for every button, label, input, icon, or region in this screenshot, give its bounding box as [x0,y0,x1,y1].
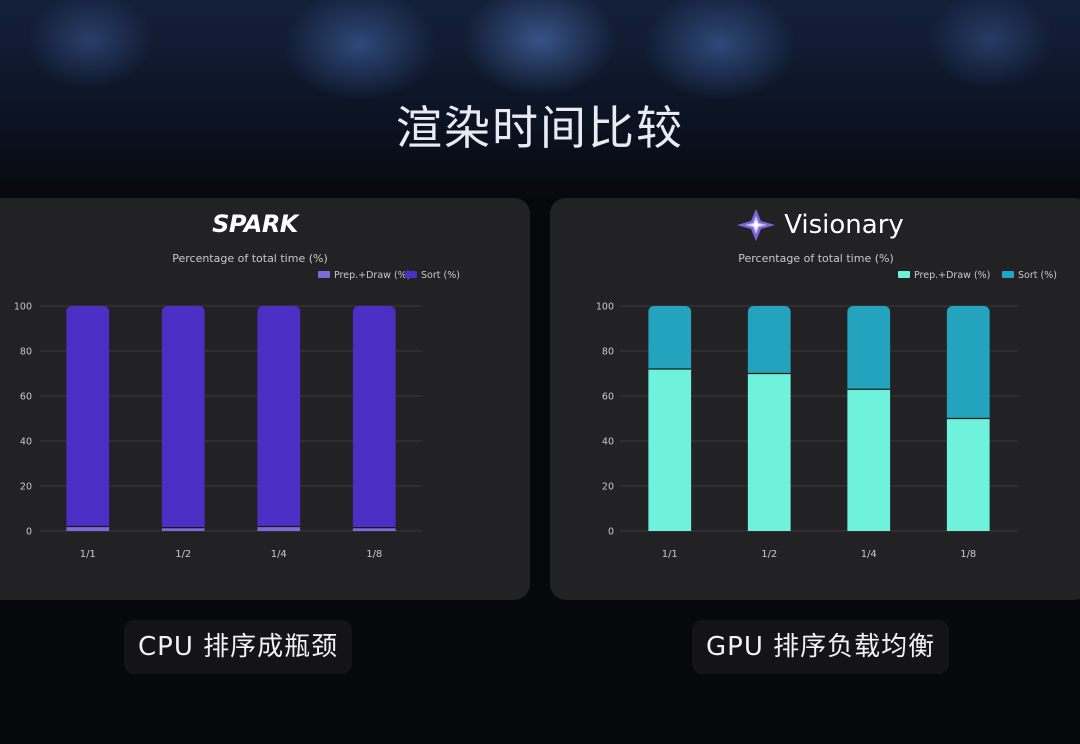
y-tick-label: 40 [20,437,32,448]
bar-segment-prep-draw [66,526,110,531]
bar-stack [352,306,396,531]
gpu-caption: GPU 排序负载均衡 [692,620,950,674]
x-tick-label: 1/8 [366,549,382,560]
spark-logo: SPARK [0,210,530,238]
y-tick-label: 80 [20,347,32,358]
spark-stacked-bar-chart: Percentage of total time (%) Prep.+Draw (… [14,252,460,560]
visionary-star-icon [737,209,776,241]
legend-swatch [318,271,330,278]
bar-segment-prep-draw [648,369,692,531]
y-tick-label: 40 [602,437,614,448]
bar-segment-prep-draw [257,526,301,531]
visionary-chart-panel: Visionary Percentage of total time (%) Pr… [550,198,1080,600]
y-tick-label: 20 [602,482,614,493]
bar-stack [66,306,110,531]
spark-logo-text: SPARK [212,210,298,238]
y-tick-label: 60 [602,392,614,403]
bar-stack [946,306,990,531]
visionary-logo: Visionary [550,208,1080,242]
y-tick-label: 0 [608,527,614,538]
chart-title: Percentage of total time (%) [738,252,894,265]
bar-stack [161,306,205,531]
x-tick-label: 1/2 [761,549,777,560]
legend-label: Prep.+Draw (%) [914,270,990,281]
chart-title: Percentage of total time (%) [172,252,328,265]
bar-stack [747,306,791,531]
bar-segment-prep-draw [946,418,990,531]
bar-segment-prep-draw [747,373,791,531]
x-tick-label: 1/8 [960,549,976,560]
x-tick-label: 1/2 [175,549,191,560]
legend-swatch [405,271,417,278]
legend-label: Sort (%) [1018,270,1057,281]
bar-stack [257,306,301,531]
bar-segment-prep-draw [847,389,891,531]
y-tick-label: 100 [14,302,32,313]
bar-segment-sort [66,306,110,527]
bar-segment-prep-draw [352,527,396,531]
slide-title: 渲染时间比较 [396,101,684,155]
bar-stack [648,306,692,531]
y-tick-label: 20 [20,482,32,493]
bar-segment-sort [946,306,990,419]
y-tick-label: 60 [20,392,32,403]
stage-light-background [0,0,1080,200]
bar-segment-sort [648,306,692,369]
y-tick-label: 80 [602,347,614,358]
cpu-caption: CPU 排序成瓶颈 [124,620,353,674]
y-tick-label: 100 [596,302,614,313]
bar-stack [847,306,891,531]
x-tick-label: 1/4 [271,549,287,560]
bar-segment-sort [847,306,891,390]
y-tick-label: 0 [26,527,32,538]
bar-segment-sort [257,306,301,527]
bar-segment-sort [747,306,791,374]
x-tick-label: 1/1 [662,549,678,560]
legend-label: Prep.+Draw (%) [334,270,410,281]
bar-segment-sort [352,306,396,528]
x-tick-label: 1/1 [80,549,96,560]
bar-segment-prep-draw [161,527,205,531]
spark-chart-panel: SPARK Percentage of total time (%) Prep.+… [0,198,530,600]
visionary-logo-text: Visionary [784,210,904,240]
visionary-stacked-bar-chart: Percentage of total time (%) Prep.+Draw (… [596,252,1057,560]
legend-swatch [1002,271,1014,278]
x-tick-label: 1/4 [861,549,877,560]
legend-label: Sort (%) [421,270,460,281]
bar-segment-sort [161,306,205,528]
legend-swatch [898,271,910,278]
